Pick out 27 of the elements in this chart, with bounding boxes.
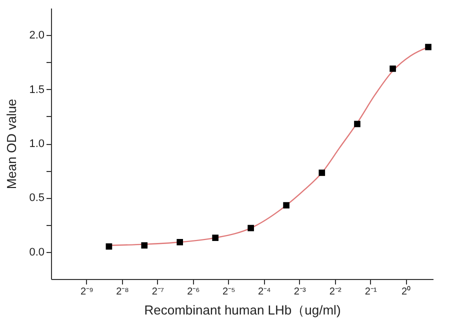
point — [318, 170, 326, 176]
x-axis-title: Recombinant human LHb（ug/ml) — [144, 302, 341, 318]
y-axis-title: Mean OD value — [4, 98, 20, 190]
x-tick-label: 2⁻⁹ — [80, 286, 94, 298]
point — [354, 120, 360, 128]
x-tick-label: 2⁻⁵ — [222, 286, 236, 298]
y-tick-label: 2.0 — [29, 30, 44, 42]
point — [212, 234, 218, 241]
point — [390, 66, 396, 72]
point — [283, 202, 290, 208]
y-tick-label: 0.0 — [29, 246, 44, 258]
point — [425, 44, 432, 50]
x-tick-label: 2⁻⁴ — [258, 286, 271, 298]
y-tick-label: 1.5 — [29, 84, 44, 96]
x-tick-label: 2⁻⁶ — [187, 286, 200, 298]
x-tick-label: 2⁰ — [402, 286, 412, 298]
y-tick-label: 1.0 — [29, 138, 44, 150]
x-tick-label: 2⁻⁸ — [116, 286, 129, 298]
y-tick-label: 0.5 — [29, 192, 44, 204]
x-tick-label: 2⁻⁷ — [152, 286, 164, 298]
point — [106, 243, 112, 250]
point — [176, 238, 184, 246]
point — [141, 242, 148, 249]
point — [248, 224, 254, 232]
x-tick-label: 2⁻² — [329, 286, 342, 298]
x-tick-label: 2⁻¹ — [364, 286, 378, 298]
x-tick-label: 2⁻³ — [294, 286, 306, 298]
